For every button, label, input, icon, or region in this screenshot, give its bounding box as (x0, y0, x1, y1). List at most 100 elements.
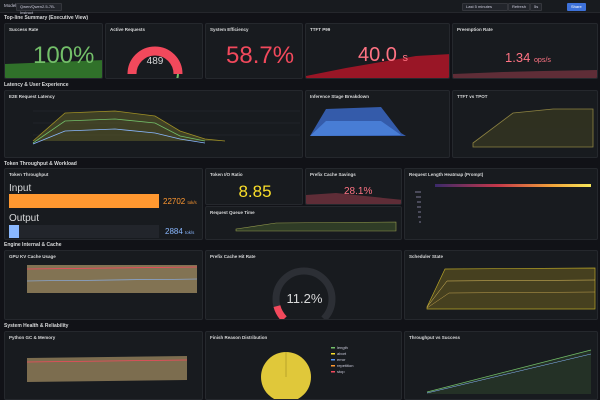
shape (417, 206, 421, 208)
shape (32, 110, 226, 142)
shape (331, 359, 335, 361)
panel: Request Queue Time (205, 206, 402, 240)
shape (426, 279, 596, 308)
row-header[interactable]: Token Throughput & Workload (4, 161, 77, 167)
text: 40.0 (358, 44, 397, 66)
stat-value: 1.34 ops/s (505, 50, 551, 65)
legend-item[interactable]: abort (337, 351, 347, 356)
panel: Request Length Heatmap (Prompt) (404, 168, 598, 240)
panel-title: Throughput vs Success (409, 335, 461, 340)
shape (26, 278, 198, 282)
row-header[interactable]: Latency & User Experience (4, 82, 69, 88)
stat-value: 489 (146, 56, 164, 67)
time-series (26, 265, 198, 293)
panel: E2E Request Latency (4, 90, 303, 158)
panel-title: E2E Request Latency (9, 94, 55, 99)
panel-title: TTFT vs TPOT (457, 94, 488, 99)
shape (127, 46, 183, 75)
time-series (32, 110, 300, 145)
text: tok/s (185, 230, 195, 235)
row-header[interactable]: Top-line Summary (Executive View) (4, 15, 89, 21)
legend-item[interactable]: repetition (337, 363, 354, 368)
text: 11.2 (286, 291, 311, 306)
shape (331, 353, 335, 355)
panel-title: Token I/O Ratio (210, 172, 243, 177)
sparkline (5, 60, 102, 78)
stat-value: 40.0 s (358, 44, 408, 67)
shape (9, 194, 159, 208)
panel-title: Request Queue Time (210, 210, 255, 215)
shape (306, 54, 449, 78)
stat-value: 11.2% (206, 291, 401, 306)
panel: System Efficiency 58.7% (205, 23, 303, 79)
shape (26, 266, 198, 270)
text: 1.34 (505, 50, 531, 65)
text: tok/s (187, 200, 197, 205)
panel-title: Preemption Rate (457, 27, 493, 32)
shape (26, 359, 188, 363)
bar-value: 2884 tok/s (165, 227, 194, 236)
shape (426, 353, 592, 394)
panel: Active Requests 489 (105, 23, 203, 79)
shape (435, 184, 591, 187)
bar-label: Input (9, 183, 32, 194)
shape (310, 121, 401, 136)
panel-title: Python GC & Memory (9, 335, 56, 340)
text: 100 (33, 42, 74, 69)
time-series (235, 221, 397, 232)
text: ops/s (533, 56, 552, 64)
shape (235, 221, 397, 232)
legend-item[interactable]: stop (337, 369, 345, 374)
top-bar: Model: Qwen/Qwen2.5-7B-Instruct Last 5 m… (0, 0, 600, 15)
shape (331, 347, 335, 373)
shape (415, 191, 421, 193)
shape (32, 128, 206, 145)
text: % (363, 186, 373, 197)
panel-title: Prefix Cache Savings (310, 172, 356, 177)
model-select[interactable]: Qwen/Qwen2.5-7B-Instruct (16, 3, 62, 15)
shape (331, 365, 335, 367)
shape (273, 305, 287, 319)
shape (331, 347, 335, 349)
panel-title: Prefix Cache Hit Rate (210, 254, 256, 259)
stat-value: 100% (33, 42, 94, 70)
legend-item[interactable]: length (337, 345, 348, 350)
shape (472, 108, 594, 148)
panel: Finish Reason Distribution length abort … (205, 331, 402, 400)
shape (27, 265, 197, 293)
panel-title: Finish Reason Distribution (210, 335, 268, 340)
shape (419, 221, 421, 223)
shape (176, 73, 179, 78)
refresh-interval[interactable]: 5s (530, 3, 543, 11)
panel: Success Rate 100% (4, 23, 103, 79)
refresh-button[interactable]: Refresh (508, 3, 531, 11)
shape (27, 356, 187, 382)
row-header[interactable]: Engine Internal & Cache (4, 242, 62, 248)
sparkline (306, 54, 449, 78)
time-range[interactable]: Last 5 minutes (462, 3, 508, 11)
shape (426, 291, 596, 309)
panel-title: Token Throughput (9, 172, 49, 177)
sparkline (453, 70, 597, 78)
text: s (402, 52, 409, 64)
time-series (426, 349, 592, 394)
row-header[interactable]: System Health & Reliability (4, 323, 69, 329)
shape (416, 196, 421, 198)
stat-value: 8.85 (238, 182, 272, 201)
text: % (73, 42, 95, 69)
stat-value: 28.1% (344, 186, 372, 197)
panel-title: Request Length Heatmap (Prompt) (409, 172, 484, 177)
panel-title: Success Rate (9, 27, 39, 32)
panel-title: System Efficiency (210, 27, 249, 32)
panel: TTFT P99 40.0 s (305, 23, 450, 79)
legend-item[interactable]: error (337, 357, 346, 362)
share-button[interactable]: Share (567, 3, 586, 11)
sparkline (306, 193, 401, 204)
panel-title: Active Requests (110, 27, 146, 32)
shape (9, 225, 19, 238)
text: 58.7 (226, 42, 273, 69)
panel: Token I/O Ratio 8.85 (205, 168, 303, 205)
pie (261, 347, 335, 399)
shape (19, 225, 159, 238)
